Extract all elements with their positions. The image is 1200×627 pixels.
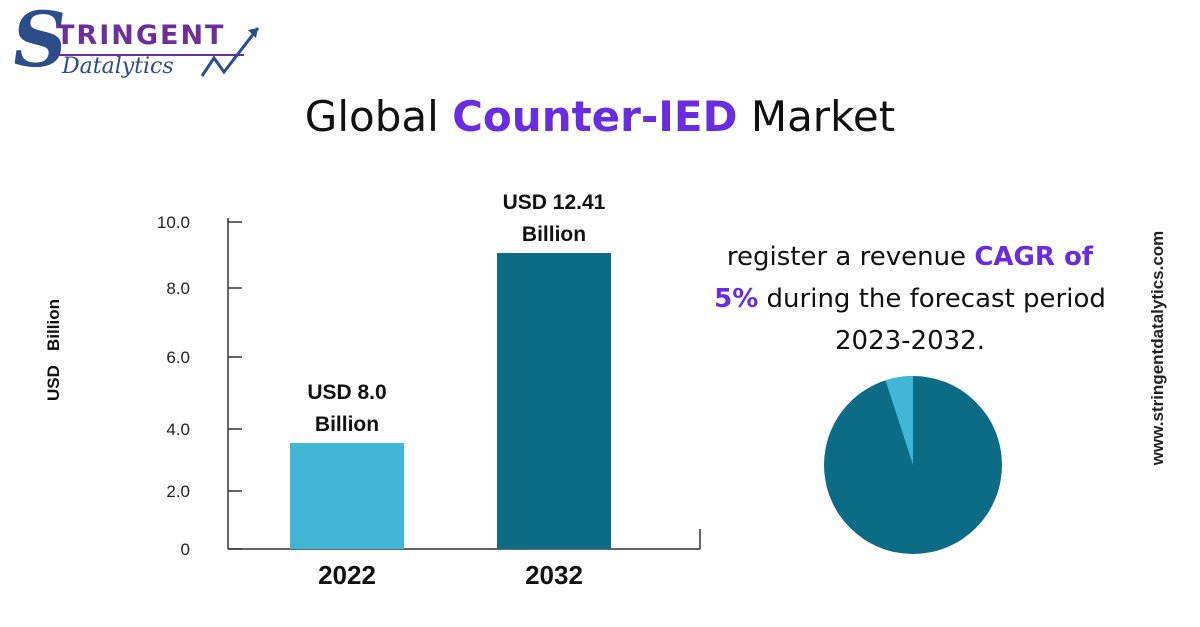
title-suffix: Market	[737, 92, 896, 141]
title-prefix: Global	[304, 92, 453, 141]
y-tick-label: 4.0	[166, 420, 190, 439]
logo-top-word: TRINGENT	[56, 20, 226, 51]
bar-data-label: Billion	[315, 413, 379, 436]
cagr-pie-chart	[824, 376, 1002, 554]
cagr-text-1: register a revenue	[726, 242, 975, 272]
y-tick-label: 6.0	[166, 348, 190, 367]
logo-bottom-word: Datalytics	[62, 54, 174, 79]
x-category-label: 2022	[318, 560, 376, 590]
logo-rule	[56, 54, 244, 56]
trend-arrow-icon	[200, 27, 260, 77]
cagr-text-2: during the forecast period 2023-2032.	[758, 284, 1106, 356]
cagr-statement: register a revenue CAGR of 5% during the …	[700, 236, 1120, 362]
y-tick-label: 0	[181, 540, 190, 559]
y-tick-label: 2.0	[166, 482, 190, 501]
y-tick-label: 10.0	[157, 213, 190, 232]
bar-2022	[290, 443, 404, 549]
bar-data-label: USD 8.0	[307, 381, 386, 404]
pie-cagr-slice	[885, 376, 913, 465]
bar-chart: 0 2.0 4.0 6.0 8.0 10.0 USD 8.0 Billion 2022 USD 1…	[157, 191, 701, 590]
bar-data-label: Billion	[522, 223, 586, 246]
bar-data-label: USD 12.41	[503, 191, 606, 214]
page-title: Global Counter-IED Market	[0, 92, 1200, 141]
cagr-highlight-2: 5%	[714, 284, 759, 314]
title-highlight: Counter-IED	[452, 92, 738, 141]
website-url[interactable]: www.stringentdatalytics.com	[1148, 230, 1167, 466]
y-tick-label: 8.0	[166, 279, 190, 298]
cagr-highlight-1: CAGR of	[974, 242, 1094, 272]
brand-logo: S TRINGENT Datalytics	[6, 0, 270, 90]
x-category-label: 2032	[525, 560, 583, 590]
bar-2032	[497, 253, 611, 549]
